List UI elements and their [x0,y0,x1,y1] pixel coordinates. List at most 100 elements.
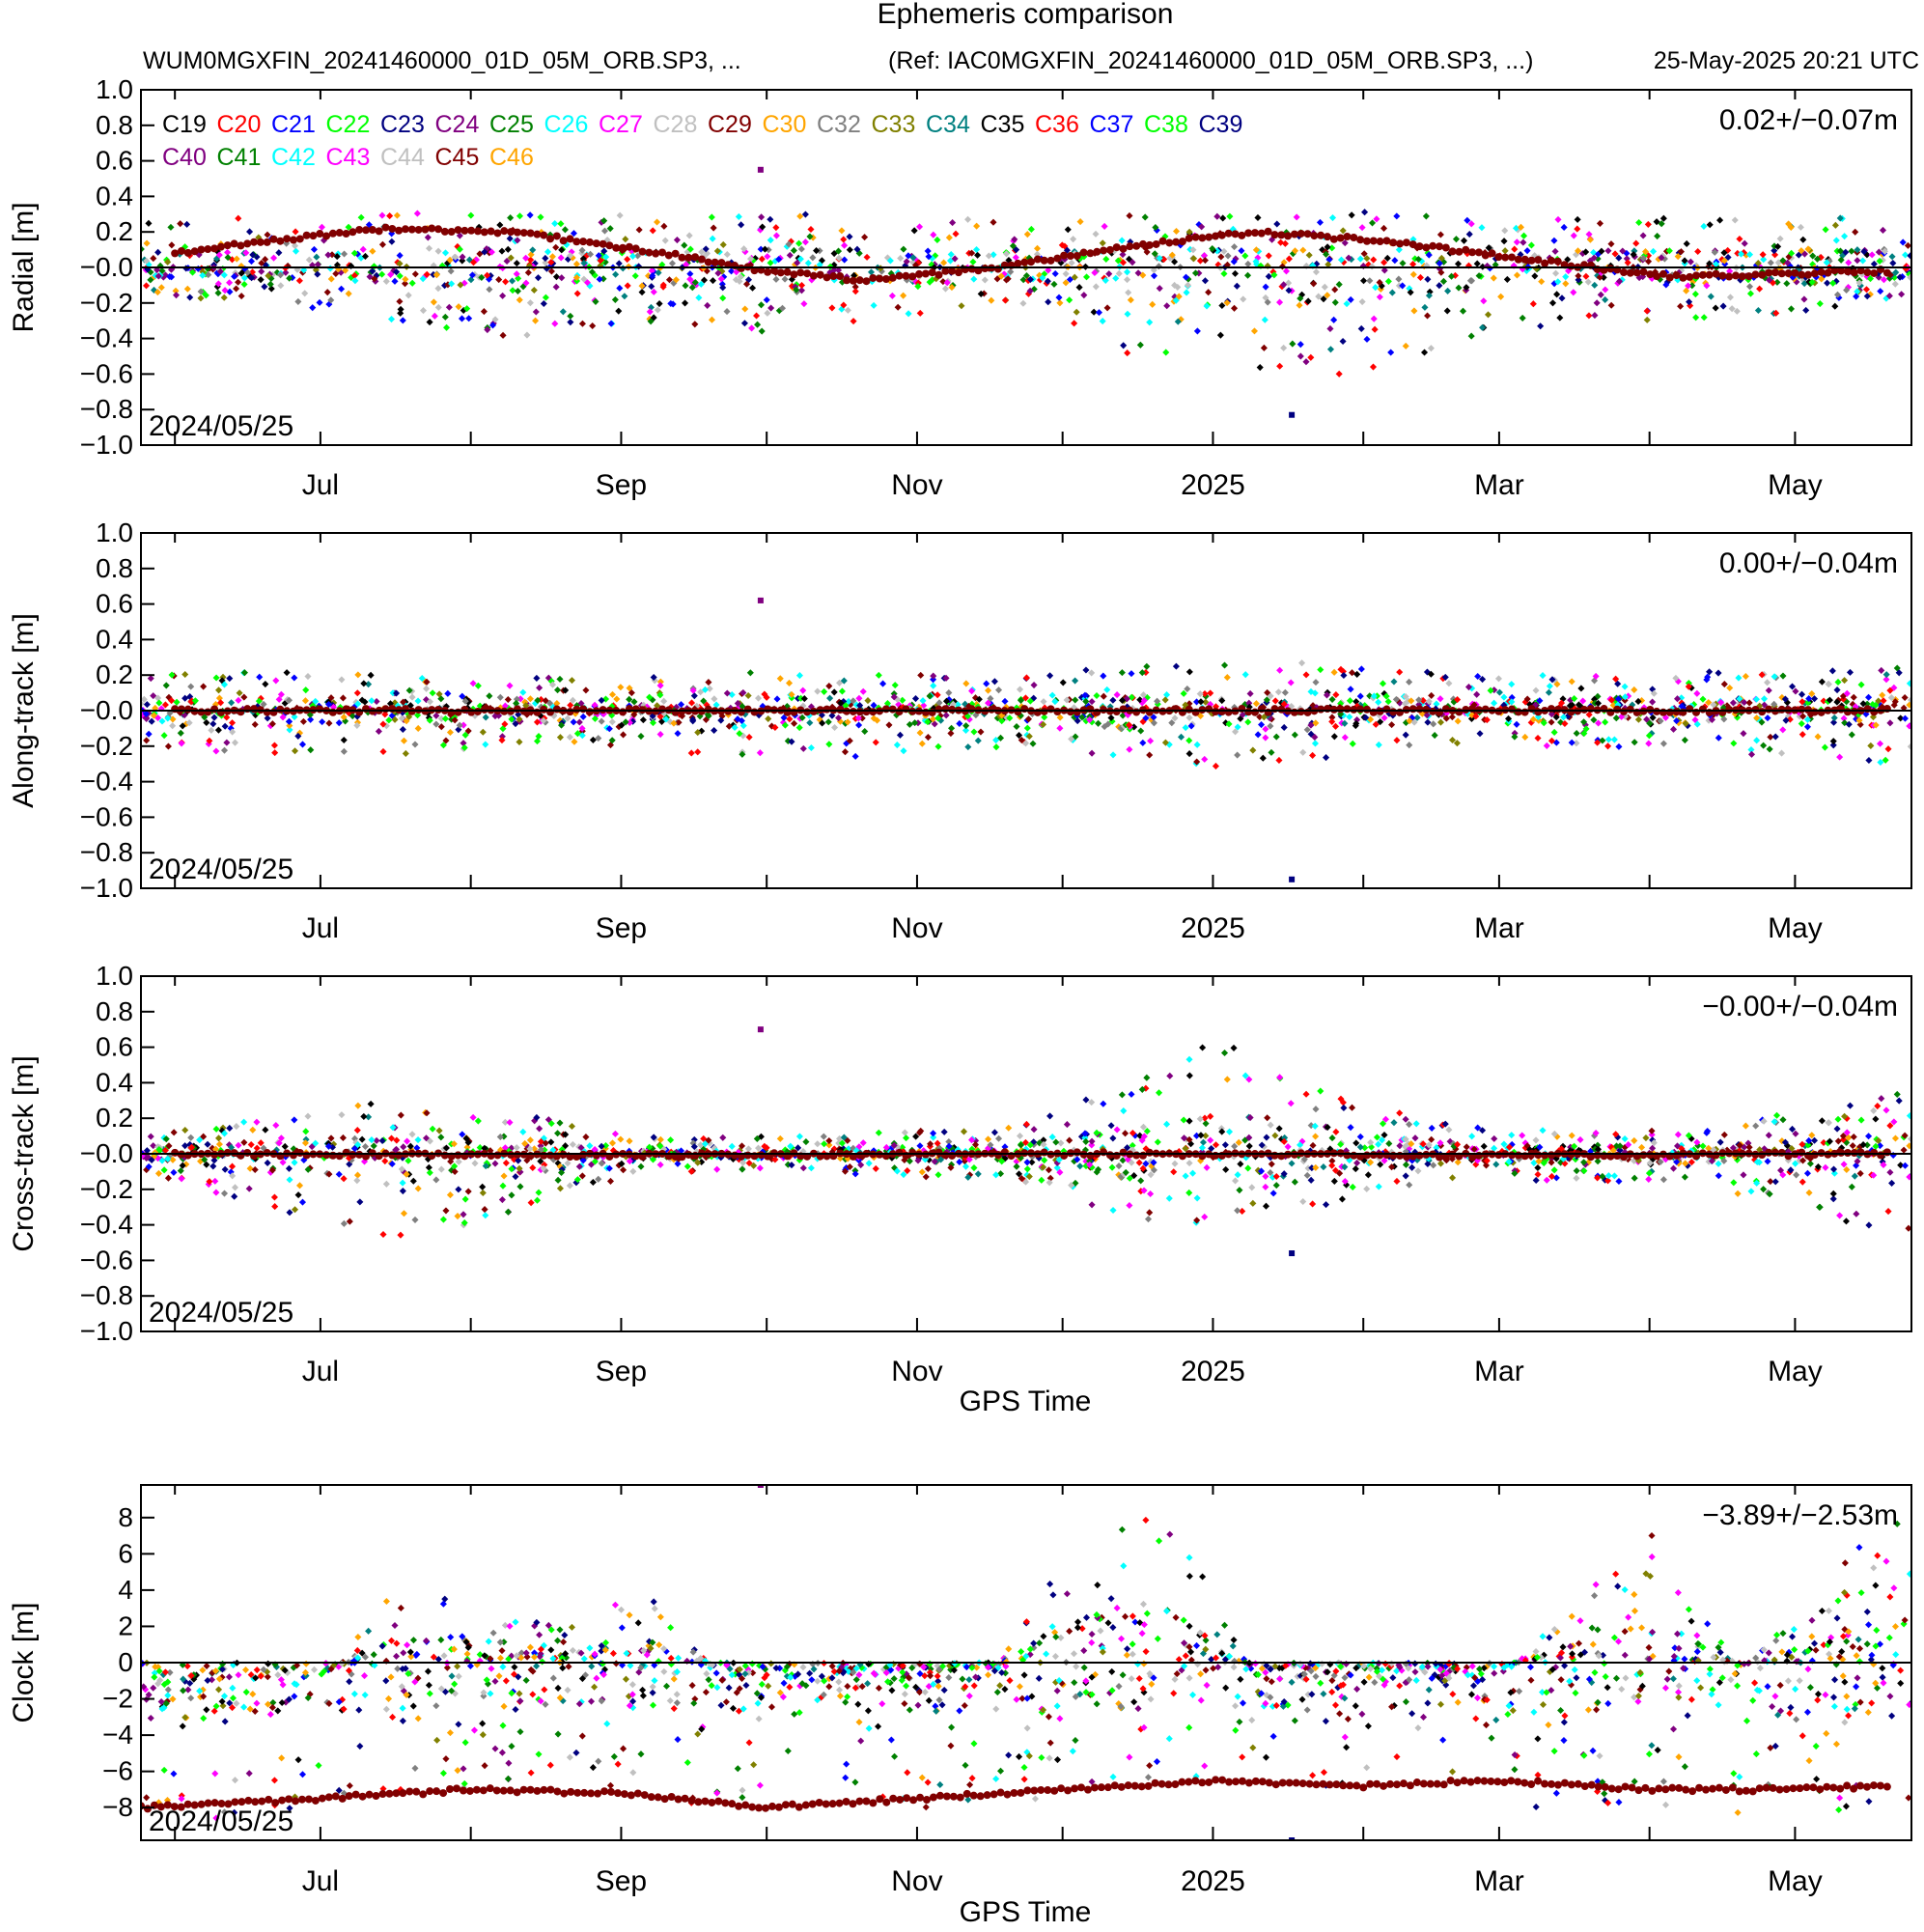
data-point [723,308,731,316]
data-point [150,255,157,263]
data-point [631,272,639,280]
data-point [1185,714,1193,721]
data-point [345,223,352,231]
data-point [1249,1199,1257,1207]
data-point [689,686,697,694]
data-point [181,670,189,679]
data-point [292,247,300,255]
data-point [992,1171,1000,1179]
data-point [513,270,520,278]
legend-entry-c20: C20 [217,111,262,138]
data-point [488,322,497,329]
start-date-label: 2024/05/25 [149,410,293,442]
trend-point [269,708,278,716]
data-point [249,251,257,259]
data-point [1752,695,1760,703]
trend-point [1244,229,1253,238]
data-point [513,1144,520,1152]
data-point [983,680,990,687]
trend-point [1343,233,1352,241]
trend-point [197,245,206,254]
data-point [926,692,934,700]
data-point [1537,322,1545,330]
trend-point [1771,268,1779,277]
data-point [164,742,172,750]
data-point [535,733,543,741]
data-point [414,724,422,732]
data-point [687,749,695,757]
data-point [1118,669,1126,677]
trend-point [1870,268,1879,277]
data-point [740,245,748,253]
data-point [850,697,857,705]
data-point [606,1177,615,1185]
data-point [200,683,208,690]
trend-point [1798,705,1806,714]
data-point [655,268,662,276]
trend-point [1448,247,1457,256]
trend-point [1053,254,1062,263]
data-point [246,1164,254,1172]
data-point [1818,1117,1826,1125]
y-tick-label: −0.6 [80,358,133,388]
data-point [771,723,779,732]
data-point [660,697,668,705]
data-point [426,319,433,326]
data-point [820,1133,827,1140]
trend-point [1863,705,1872,714]
x-tick-label: Sep [596,469,647,501]
data-point [526,1136,534,1144]
data-point [1805,1189,1813,1196]
data-point [1276,362,1284,370]
data-point [1554,215,1562,223]
trend-point [1046,705,1055,714]
data-point [1095,309,1103,317]
data-point [647,318,655,325]
y-tick-label: 1.0 [96,74,133,104]
trend-point [1725,272,1734,281]
data-point [1574,215,1581,223]
y-tick-label: −0.2 [80,731,133,761]
data-point [1249,746,1257,754]
y-tick-label: 0.2 [96,659,133,689]
data-point [1779,726,1787,734]
data-point [1634,715,1642,723]
data-point [294,1191,302,1199]
trend-point [1659,269,1667,278]
data-point [901,1129,908,1136]
data-point [1317,1087,1324,1095]
data-point [1411,1134,1419,1142]
data-point [571,738,578,745]
data-point [968,249,976,257]
trend-point [888,273,897,282]
trend-point [375,227,383,236]
panel-2: 1.00.80.60.40.2−0.0−0.2−0.4−0.6−0.8−1.0J… [8,518,1912,944]
data-point [1424,275,1432,283]
data-point [575,718,583,726]
data-point [840,236,848,243]
data-point [1071,320,1078,327]
data-point [909,254,917,262]
data-point [956,719,963,727]
data-point [522,702,530,710]
data-point [568,677,576,685]
data-point [900,245,907,253]
data-point [1088,669,1096,677]
data-point [386,212,394,220]
data-point [1659,1176,1667,1184]
trend-point [1738,272,1746,281]
data-point [1088,749,1096,757]
data-point [335,719,343,727]
data-point [903,1134,910,1142]
data-point [501,720,509,728]
data-point [600,247,608,255]
data-point [1760,695,1769,703]
data-point [1753,737,1761,744]
data-point [1596,219,1603,227]
data-point [795,724,803,732]
data-point [516,715,523,723]
data-point [1185,1189,1193,1196]
data-point [1220,661,1229,669]
data-point [918,1168,926,1176]
data-point [578,724,586,732]
